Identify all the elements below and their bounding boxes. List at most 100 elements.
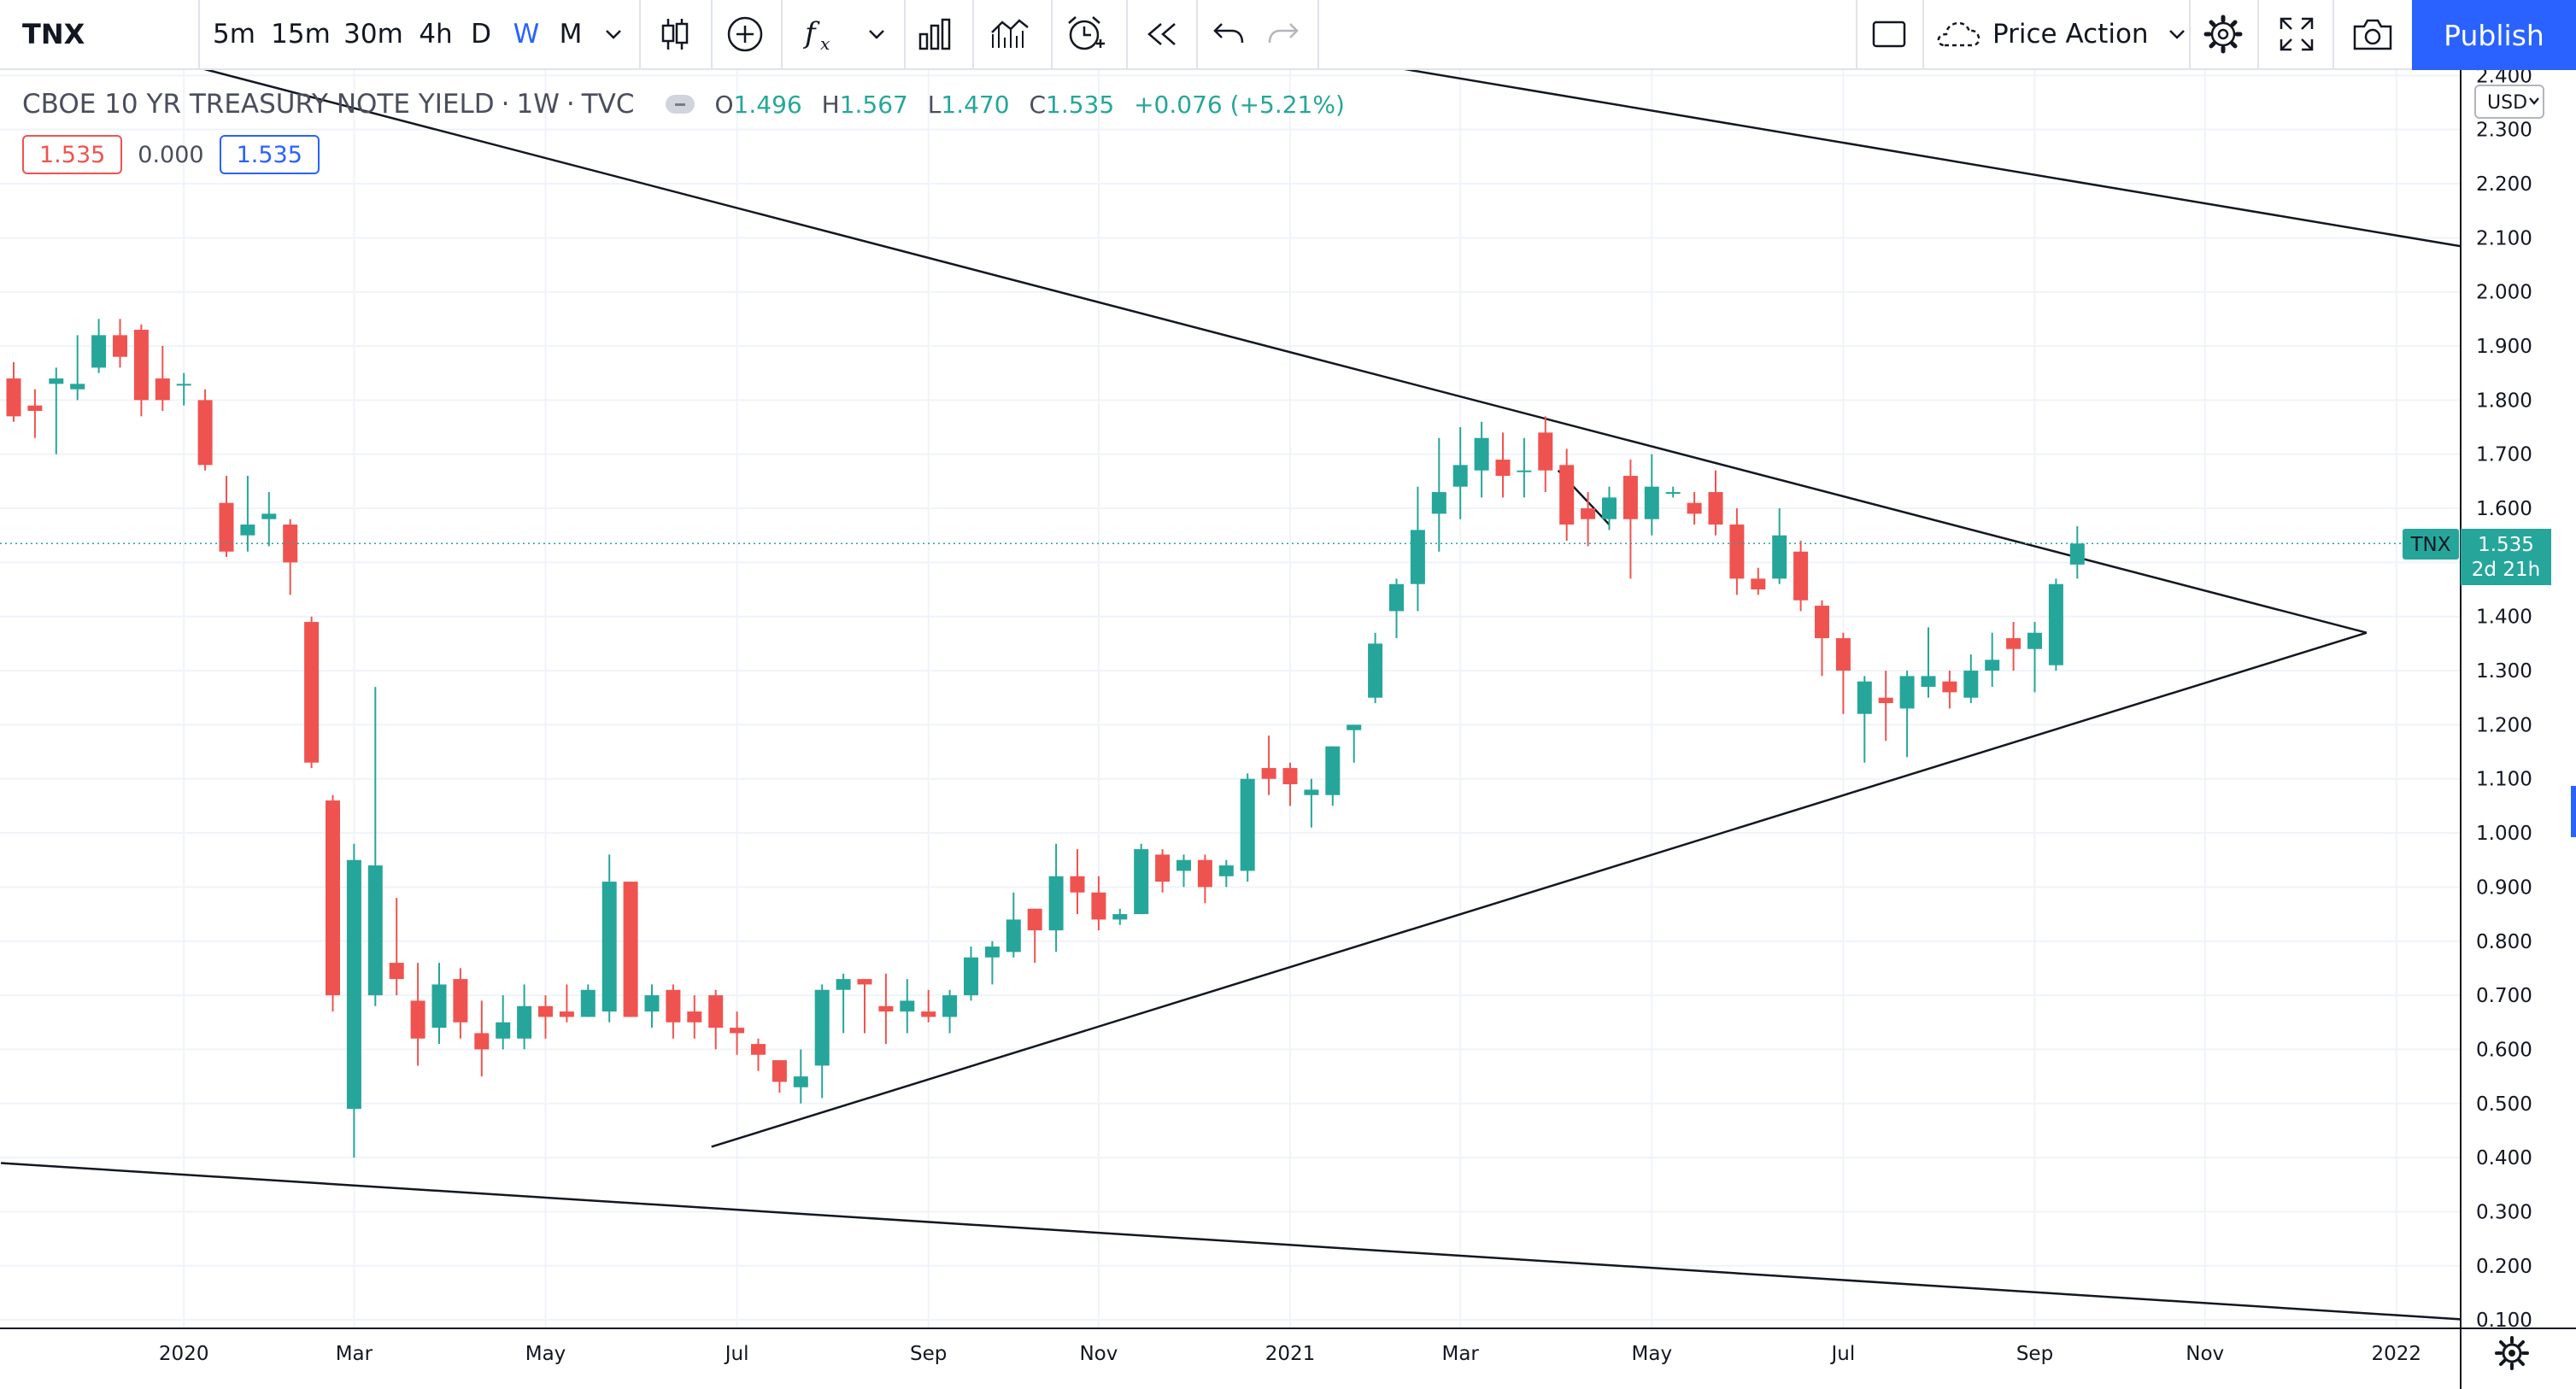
candle-body	[1963, 671, 1979, 698]
candle-body	[751, 1044, 766, 1055]
candle-body	[1155, 854, 1171, 882]
candle	[453, 968, 468, 1039]
candle	[176, 372, 191, 406]
market-status-icon[interactable]	[665, 95, 695, 114]
candle-body	[1835, 638, 1851, 671]
price-tick-label: 0.500	[2476, 1093, 2532, 1116]
interval-d[interactable]: D	[465, 0, 497, 68]
trendline[interactable]	[0, 1162, 2472, 1322]
time-tick-label: May	[1632, 1343, 1673, 1365]
interval-label: 30m	[343, 19, 403, 50]
alert-button[interactable]	[1059, 0, 1112, 68]
candle	[580, 984, 596, 1017]
chart-type-button[interactable]	[649, 0, 701, 68]
candle-body	[1581, 508, 1596, 519]
candle	[133, 324, 149, 417]
last-price-tag	[2461, 529, 2551, 585]
square-icon	[1872, 21, 1906, 48]
high-value: 1.567	[839, 90, 908, 119]
trendline[interactable]	[1345, 58, 2508, 255]
candle	[1538, 416, 1553, 493]
candle-body	[644, 995, 660, 1012]
layout-menu[interactable]: Price Action	[1933, 0, 2187, 68]
candle	[1495, 432, 1511, 498]
indicators-dropdown[interactable]	[861, 0, 892, 68]
candle	[601, 854, 617, 1023]
settings-button[interactable]	[2199, 0, 2247, 68]
candle-body	[708, 995, 724, 1029]
candle	[1112, 908, 1128, 925]
candle	[1921, 627, 1936, 698]
redo-button[interactable]	[1261, 0, 1306, 68]
change-value: +0.076 (+5.21%)	[1134, 90, 1345, 119]
interval-label: D	[471, 19, 491, 50]
interval-5m[interactable]: 5m	[210, 0, 258, 68]
open-label: O	[714, 90, 734, 119]
candle-body	[1602, 497, 1617, 519]
replay-button[interactable]	[1136, 0, 1188, 68]
sell-price-button[interactable]: 1.535	[22, 135, 123, 174]
candle	[857, 979, 872, 1034]
compare-add-symbol-button[interactable]	[719, 0, 771, 68]
candle	[6, 362, 21, 422]
candle	[1368, 632, 1383, 704]
interval-dropdown[interactable]	[600, 0, 627, 68]
candle-body	[1687, 502, 1702, 514]
candle	[496, 995, 511, 1050]
snapshot-button[interactable]	[2344, 0, 2401, 68]
symbol-search[interactable]: TNX	[0, 0, 198, 68]
price-tick-label: 1.800	[2476, 390, 2532, 412]
currency-selector[interactable]: USD	[2474, 85, 2544, 119]
candle	[1155, 849, 1171, 893]
candle	[1474, 421, 1489, 498]
candle	[1708, 470, 1723, 536]
candle-body	[2027, 632, 2042, 649]
line-chart-icon	[991, 19, 1029, 48]
candle	[1581, 492, 1596, 547]
compare-button[interactable]	[983, 0, 1037, 68]
candle-body	[389, 963, 404, 980]
price-tick-label: 1.900	[2476, 336, 2532, 358]
price-axis-ticks: 0.100 0.200 0.300 0.400 0.500 0.600 0.700 0.800…	[2476, 65, 2532, 1332]
candle	[1751, 567, 1766, 595]
price-tick-label: 0.800	[2476, 931, 2532, 953]
interval-15m[interactable]: 15m	[268, 0, 333, 68]
undo-button[interactable]	[1206, 0, 1251, 68]
candle-body	[814, 989, 830, 1066]
symbol-description[interactable]: CBOE 10 YR TREASURY NOTE YIELD	[22, 89, 495, 120]
interval-w[interactable]: W	[508, 0, 545, 68]
trendline[interactable]	[711, 631, 2368, 1148]
templates-button[interactable]	[909, 0, 960, 68]
candle-body	[836, 979, 851, 990]
price-tick-label: 0.100	[2476, 1310, 2532, 1332]
candle	[1325, 746, 1341, 806]
interval-4h[interactable]: 4h	[415, 0, 456, 68]
candle	[155, 346, 170, 412]
candle-body	[921, 1011, 936, 1017]
interval-label: 5m	[213, 19, 255, 50]
candle-body	[1921, 676, 1936, 688]
right-panel-handle[interactable]	[2571, 786, 2576, 837]
candle	[283, 519, 298, 595]
candle	[219, 476, 234, 558]
chart-settings-gear-icon[interactable]	[2495, 1336, 2529, 1370]
publish-button[interactable]: Publish	[2412, 0, 2576, 70]
candle	[1857, 676, 1872, 763]
time-tick-label: 2022	[2372, 1343, 2422, 1365]
chevron-down-icon	[2168, 30, 2185, 39]
fullscreen-button[interactable]	[2271, 0, 2322, 68]
candle-body	[984, 947, 1000, 958]
price-tick-label: 1.300	[2476, 660, 2532, 683]
fullscreen-toggle-button[interactable]	[1863, 0, 1916, 68]
interval-30m[interactable]: 30m	[340, 0, 407, 68]
candle-body	[367, 865, 383, 996]
candle	[1218, 859, 1234, 888]
candle	[2006, 622, 2021, 671]
trendline[interactable]	[145, 52, 2368, 634]
interval-m[interactable]: M	[554, 0, 588, 68]
buy-price-button[interactable]: 1.535	[219, 135, 320, 174]
candle-body	[878, 1005, 894, 1012]
